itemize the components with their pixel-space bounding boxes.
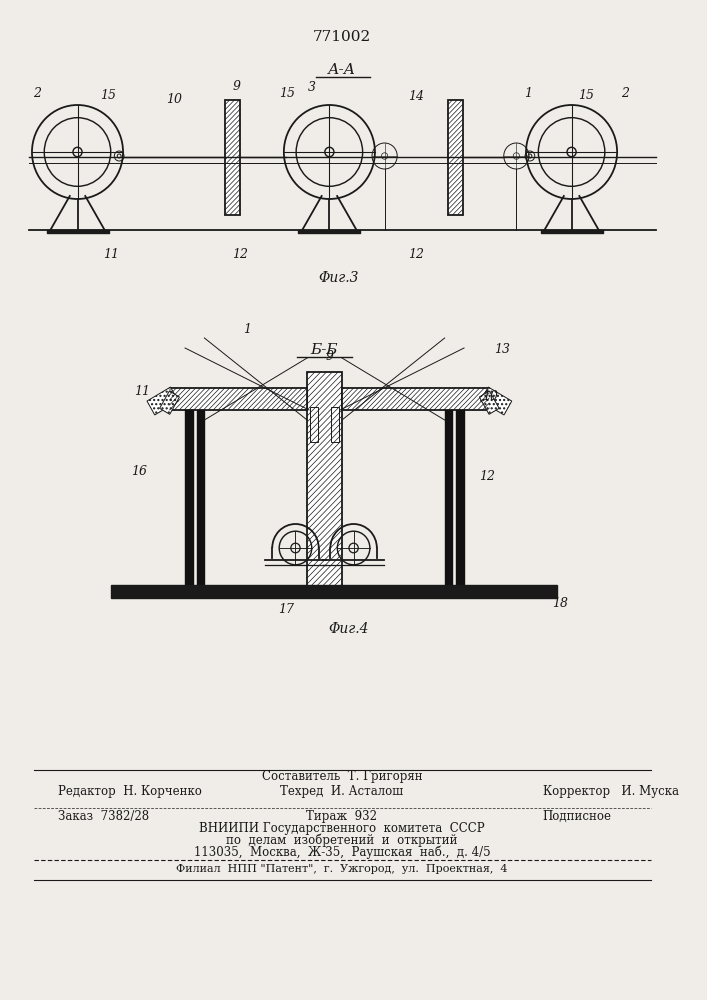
Text: 1: 1 (243, 323, 251, 336)
Text: 10: 10 (482, 390, 498, 403)
Text: 1: 1 (524, 87, 532, 100)
Text: 2: 2 (33, 87, 41, 100)
Text: 15: 15 (578, 89, 594, 102)
Text: 10: 10 (166, 93, 182, 106)
Polygon shape (481, 387, 512, 415)
Text: Φиг.3: Φиг.3 (319, 271, 359, 285)
Bar (307, 372, 342, 590)
Text: Корректор   И. Муска: Корректор И. Муска (542, 785, 679, 798)
Text: 18: 18 (552, 597, 568, 610)
Text: 17: 17 (278, 603, 294, 616)
Text: по  делам  изобретений  и  открытий: по делам изобретений и открытий (226, 834, 457, 847)
Text: Филиал  НПП "Патент",  г.  Ужгород,  ул.  Проектная,  4: Филиал НПП "Патент", г. Ужгород, ул. Про… (176, 864, 508, 874)
Bar (225, 100, 240, 215)
Text: 14: 14 (409, 90, 425, 103)
Polygon shape (147, 387, 178, 415)
Text: Заказ  7382/28: Заказ 7382/28 (58, 810, 149, 823)
Text: 12: 12 (233, 248, 248, 261)
Text: Редактор  Н. Корченко: Редактор Н. Корченко (58, 785, 202, 798)
Text: 15: 15 (100, 89, 117, 102)
Text: 2: 2 (621, 87, 629, 100)
Bar (342, 388, 489, 410)
Text: Подписное: Подписное (542, 810, 612, 823)
Text: 15: 15 (279, 87, 295, 100)
Text: Техред  И. Асталош: Техред И. Асталош (281, 785, 404, 798)
Text: 11: 11 (103, 248, 119, 261)
Bar (310, 407, 317, 442)
Polygon shape (160, 391, 180, 414)
Bar (170, 388, 307, 410)
Text: 9: 9 (233, 80, 240, 93)
Text: А-А: А-А (328, 63, 356, 77)
Polygon shape (197, 410, 204, 585)
Text: Тираж  932: Тираж 932 (306, 810, 378, 823)
Text: 771002: 771002 (313, 30, 371, 44)
Polygon shape (112, 585, 557, 598)
Polygon shape (456, 410, 464, 585)
Text: 113035,  Москва,  Ж-35,  Раушская  наб.,  д. 4/5: 113035, Москва, Ж-35, Раушская наб., д. … (194, 846, 490, 859)
Text: Б-Б: Б-Б (311, 343, 339, 357)
Bar (332, 407, 339, 442)
Text: 12: 12 (479, 470, 496, 483)
Text: 9: 9 (325, 350, 334, 363)
Text: 11: 11 (134, 385, 150, 398)
Text: 12: 12 (409, 248, 425, 261)
Text: Составитель  Т. Григорян: Составитель Т. Григорян (262, 770, 422, 783)
Text: 3: 3 (308, 81, 316, 94)
Text: Φиг.4: Φиг.4 (329, 622, 369, 636)
Text: ВНИИПИ Государственного  комитета  СССР: ВНИИПИ Государственного комитета СССР (199, 822, 485, 835)
Polygon shape (445, 410, 452, 585)
Polygon shape (185, 410, 193, 585)
Text: 16: 16 (132, 465, 147, 478)
Bar (448, 100, 463, 215)
Polygon shape (479, 391, 499, 414)
Text: 13: 13 (494, 343, 510, 356)
